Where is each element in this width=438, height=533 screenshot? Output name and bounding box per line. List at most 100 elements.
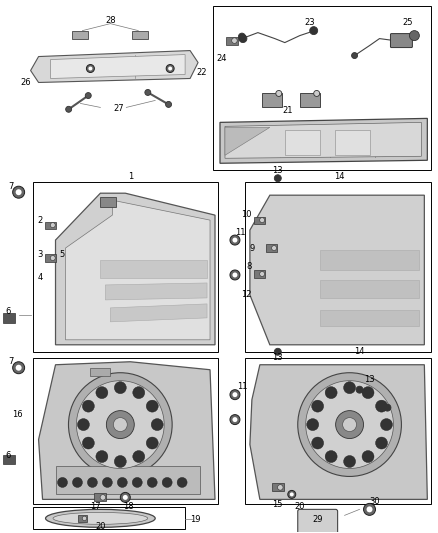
Circle shape — [114, 382, 126, 394]
Circle shape — [66, 106, 72, 112]
Circle shape — [117, 478, 127, 487]
Circle shape — [312, 400, 324, 412]
Circle shape — [384, 404, 391, 411]
Text: 13: 13 — [272, 353, 283, 362]
Bar — [213, 6, 431, 170]
Text: 7: 7 — [9, 357, 14, 366]
Circle shape — [298, 373, 401, 477]
Circle shape — [146, 400, 158, 412]
Bar — [3, 313, 14, 323]
Polygon shape — [220, 118, 427, 163]
Circle shape — [78, 418, 89, 431]
Circle shape — [230, 270, 240, 280]
Circle shape — [233, 417, 237, 422]
Text: 20: 20 — [294, 502, 305, 511]
Text: 13: 13 — [272, 166, 283, 175]
Text: 6: 6 — [6, 308, 11, 317]
Circle shape — [147, 478, 157, 487]
Circle shape — [88, 478, 97, 487]
Polygon shape — [110, 304, 207, 322]
Circle shape — [120, 492, 130, 503]
Circle shape — [343, 456, 356, 467]
Circle shape — [86, 64, 95, 72]
Circle shape — [362, 450, 374, 463]
Circle shape — [306, 381, 393, 469]
Circle shape — [343, 417, 357, 432]
Circle shape — [177, 478, 187, 487]
Circle shape — [82, 400, 94, 412]
Text: 4: 4 — [37, 273, 42, 282]
Text: 19: 19 — [190, 515, 200, 524]
Text: 17: 17 — [90, 502, 101, 511]
Circle shape — [151, 418, 163, 431]
Circle shape — [343, 382, 356, 394]
Circle shape — [274, 175, 281, 182]
Circle shape — [288, 490, 296, 498]
Circle shape — [50, 223, 55, 228]
Circle shape — [82, 516, 87, 521]
Circle shape — [233, 392, 237, 397]
Ellipse shape — [46, 510, 155, 527]
Circle shape — [352, 53, 357, 59]
FancyBboxPatch shape — [78, 515, 87, 521]
Circle shape — [362, 386, 374, 399]
Circle shape — [238, 33, 245, 40]
Circle shape — [230, 235, 240, 245]
Text: 8: 8 — [247, 262, 252, 271]
Circle shape — [272, 246, 276, 251]
Text: 12: 12 — [241, 290, 252, 300]
Circle shape — [314, 91, 320, 96]
Circle shape — [13, 362, 25, 374]
Bar — [320, 310, 419, 326]
Circle shape — [102, 478, 112, 487]
Text: 6: 6 — [6, 451, 11, 460]
Circle shape — [114, 456, 126, 467]
Bar — [3, 455, 14, 464]
Circle shape — [68, 373, 172, 477]
FancyBboxPatch shape — [272, 483, 284, 491]
Circle shape — [57, 478, 67, 487]
Circle shape — [290, 492, 294, 496]
Polygon shape — [106, 283, 207, 300]
Circle shape — [13, 186, 25, 198]
Circle shape — [239, 35, 247, 43]
Circle shape — [233, 238, 237, 243]
Bar — [245, 182, 431, 352]
FancyBboxPatch shape — [100, 197, 117, 207]
Bar — [245, 358, 431, 504]
Bar — [32, 507, 185, 529]
Polygon shape — [250, 195, 424, 345]
Circle shape — [106, 410, 134, 439]
Circle shape — [367, 506, 372, 512]
Circle shape — [162, 478, 172, 487]
Text: 29: 29 — [312, 515, 323, 524]
Circle shape — [381, 418, 392, 431]
Text: 30: 30 — [369, 497, 380, 506]
Circle shape — [133, 450, 145, 463]
Text: 10: 10 — [241, 209, 252, 219]
Polygon shape — [100, 260, 207, 278]
Bar — [335, 131, 370, 155]
FancyBboxPatch shape — [300, 93, 320, 108]
Text: 28: 28 — [105, 16, 116, 25]
Circle shape — [325, 450, 337, 463]
Circle shape — [123, 495, 128, 500]
Text: 2: 2 — [37, 216, 42, 224]
Bar — [285, 131, 320, 155]
Circle shape — [85, 93, 91, 99]
Bar — [320, 280, 419, 298]
Circle shape — [278, 484, 283, 490]
Circle shape — [132, 478, 142, 487]
Circle shape — [310, 27, 318, 35]
Text: 20: 20 — [95, 522, 106, 531]
Circle shape — [16, 365, 21, 371]
Text: 15: 15 — [272, 500, 283, 509]
Polygon shape — [66, 200, 210, 340]
Text: 11: 11 — [235, 228, 245, 237]
FancyBboxPatch shape — [95, 494, 106, 502]
Circle shape — [364, 503, 375, 515]
Circle shape — [230, 390, 240, 400]
FancyBboxPatch shape — [390, 34, 413, 47]
Circle shape — [230, 415, 240, 425]
Circle shape — [113, 417, 127, 432]
